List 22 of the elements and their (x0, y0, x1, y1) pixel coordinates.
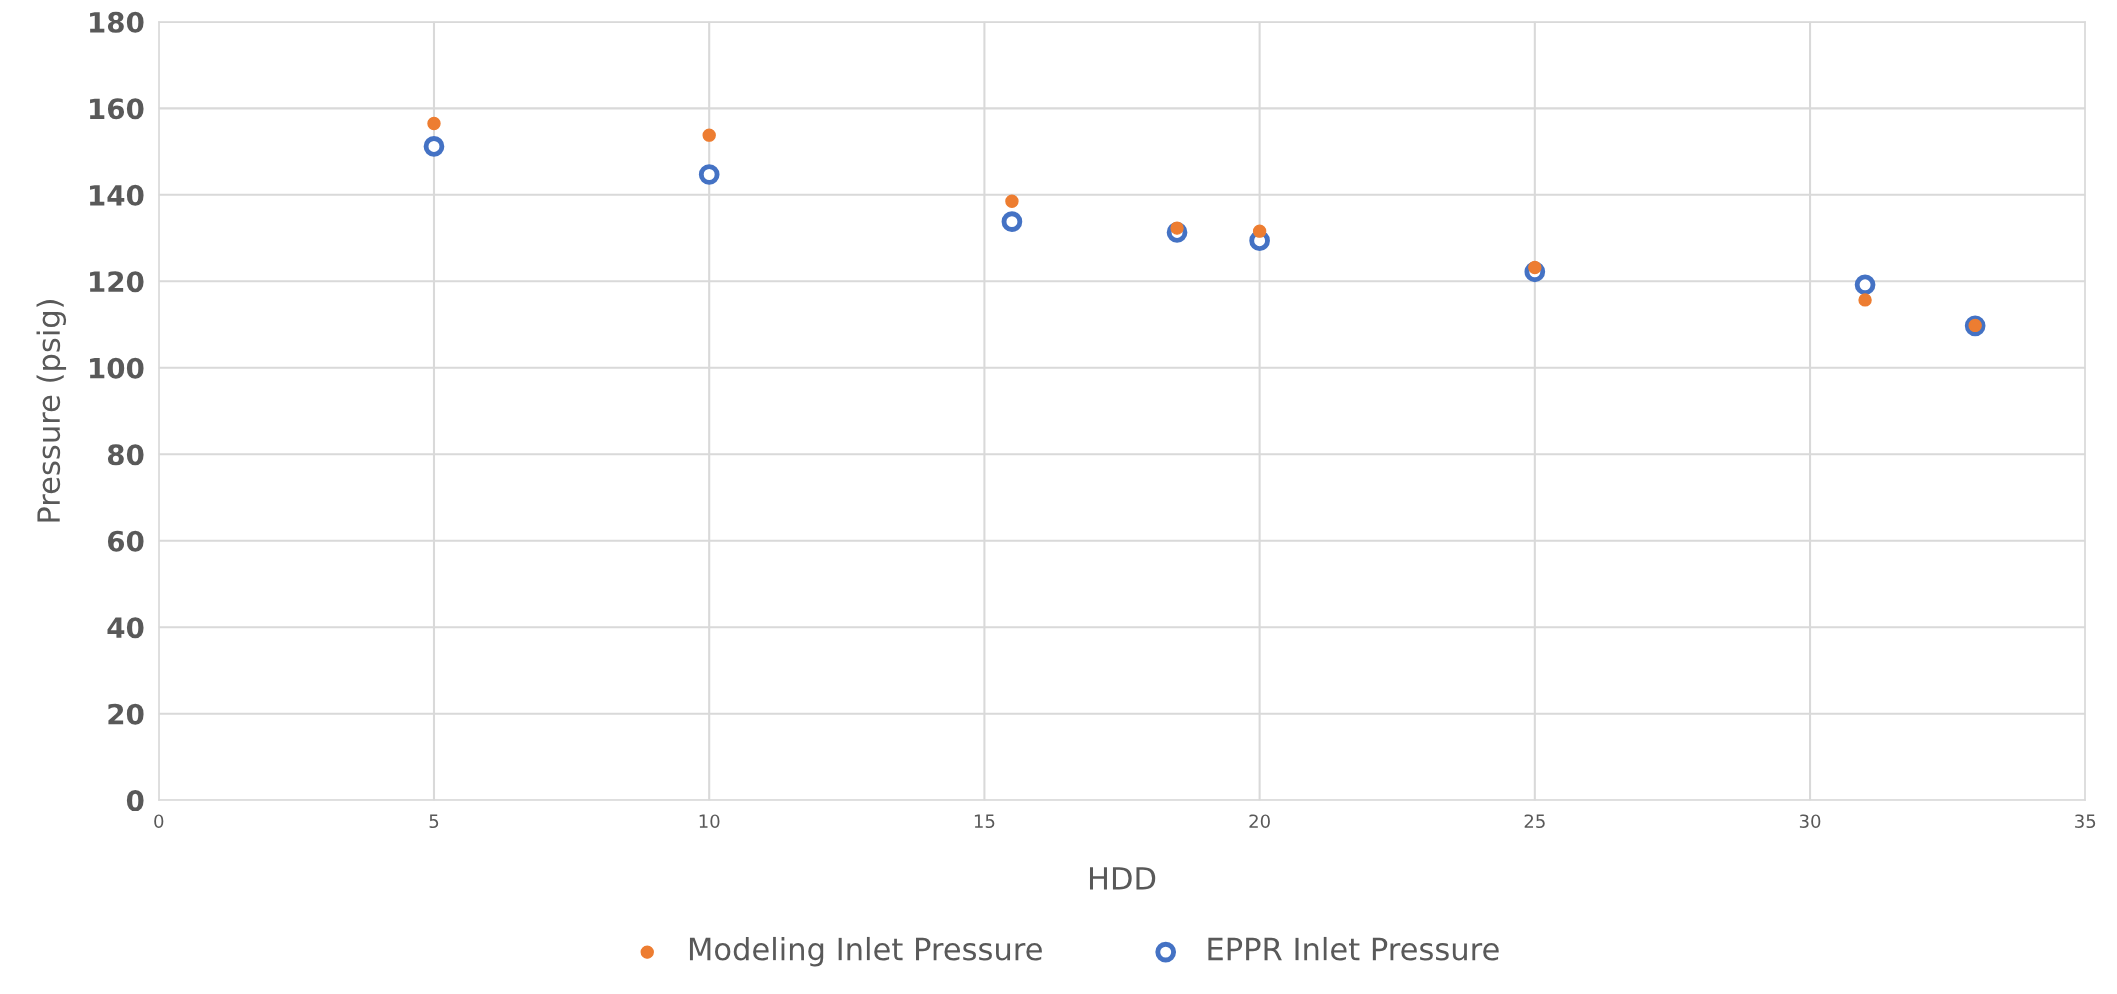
x-tick-label: 15 (974, 814, 995, 829)
y-tick-label: 160 (90, 98, 144, 120)
y-tick-label: 140 (90, 184, 144, 206)
legend-label: Modeling Inlet Pressure (689, 936, 1042, 967)
y-tick-label: 20 (108, 703, 144, 725)
x-tick-label: 20 (1249, 814, 1270, 829)
y-tick-label: 80 (107, 444, 144, 466)
y-tick-label: 40 (107, 617, 144, 639)
x-axis-title: HDD (1089, 867, 1156, 890)
y-tick-label: 100 (90, 357, 144, 379)
x-tick-label: 10 (699, 814, 720, 829)
x-tick-label: 35 (2075, 814, 2096, 829)
x-tick-label: 25 (1524, 814, 1545, 829)
y-tick-label: 60 (107, 530, 144, 552)
x-tick-label: 0 (154, 814, 164, 829)
x-tick-label: 5 (429, 814, 439, 829)
y-axis-title: Pressure (psig) (36, 300, 67, 522)
y-tick-label: 0 (126, 790, 144, 812)
y-tick-label: 120 (90, 271, 144, 293)
legend-label: EPPR Inlet Pressure (1208, 936, 1499, 961)
x-tick-label: 30 (1799, 814, 1821, 829)
y-tick-label: 180 (90, 11, 144, 33)
